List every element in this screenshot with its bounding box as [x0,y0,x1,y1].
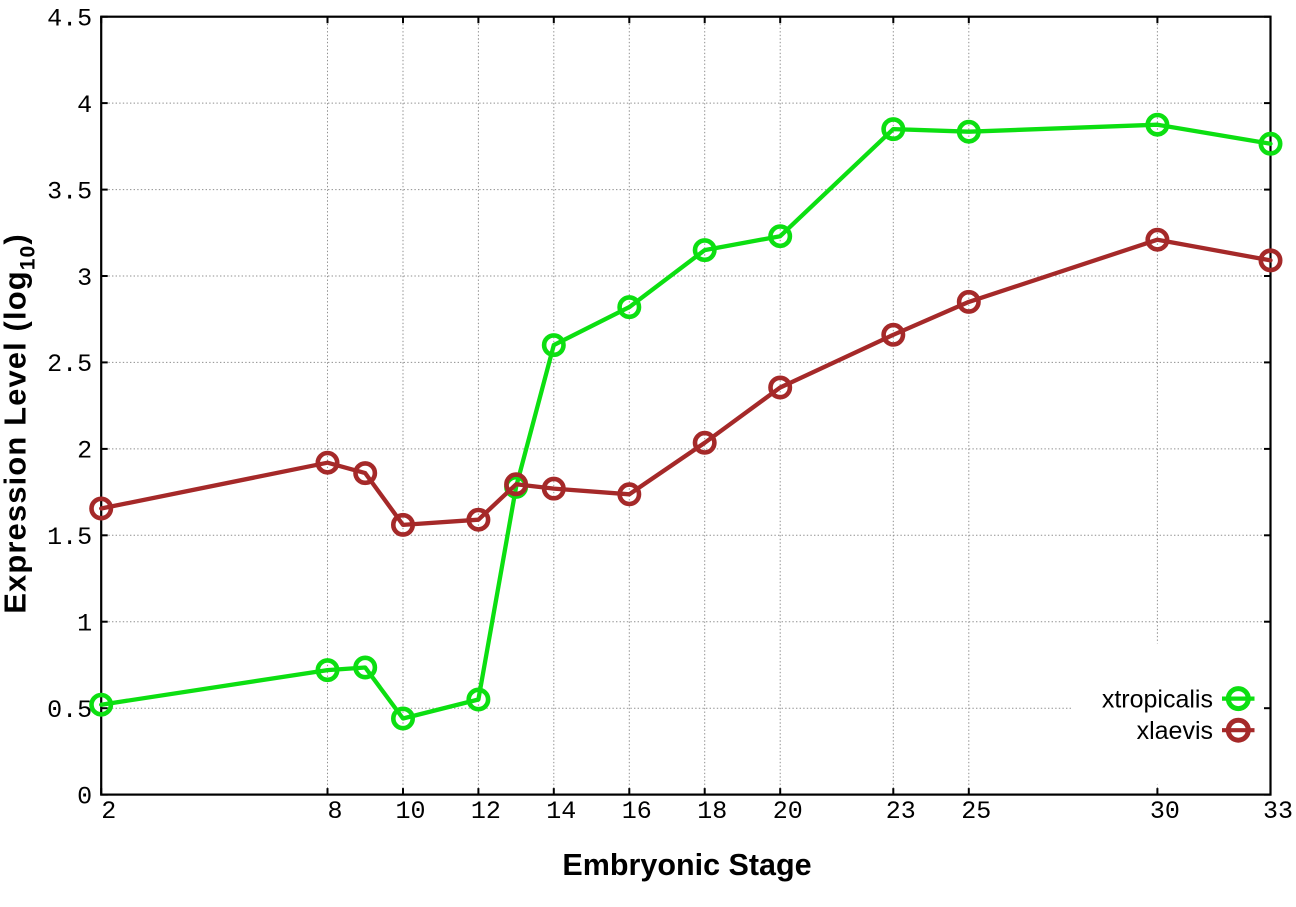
svg-text:3.5: 3.5 [47,177,92,206]
svg-text:4.5: 4.5 [47,5,92,34]
svg-text:8: 8 [327,797,342,826]
svg-text:10: 10 [395,797,425,826]
svg-text:16: 16 [622,797,652,826]
svg-text:23: 23 [886,797,916,826]
svg-text:xtropicalis: xtropicalis [1102,686,1213,714]
svg-text:12: 12 [471,797,501,826]
svg-text:18: 18 [697,797,727,826]
svg-text:25: 25 [961,797,991,826]
svg-text:14: 14 [546,797,576,826]
svg-text:4: 4 [77,91,92,120]
svg-text:Embryonic Stage: Embryonic Stage [562,848,811,882]
svg-text:0.5: 0.5 [47,696,92,725]
svg-text:2: 2 [101,797,116,826]
svg-text:20: 20 [773,797,803,826]
svg-text:1: 1 [77,610,92,639]
svg-text:30: 30 [1150,797,1180,826]
svg-text:0: 0 [77,782,92,811]
svg-text:xlaevis: xlaevis [1137,717,1213,745]
svg-text:1.5: 1.5 [47,523,92,552]
svg-text:3: 3 [77,264,92,293]
svg-text:2.5: 2.5 [47,350,92,379]
svg-text:33: 33 [1263,797,1293,826]
svg-text:2: 2 [77,437,92,466]
